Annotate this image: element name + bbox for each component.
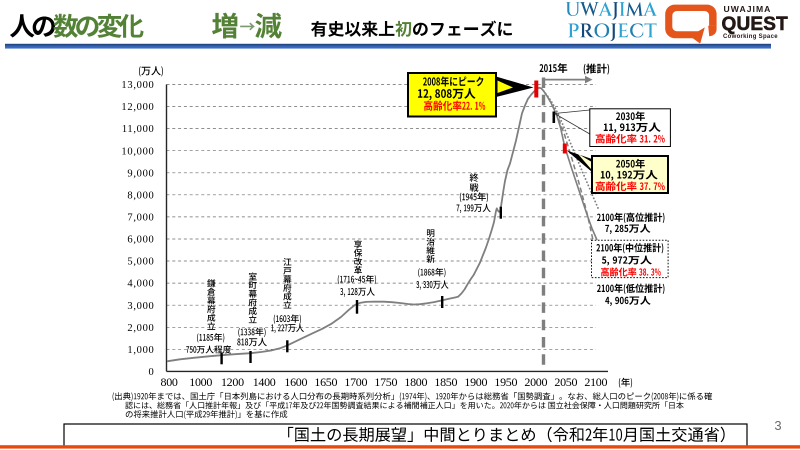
svg-text:11,000: 11,000 bbox=[122, 124, 155, 135]
svg-text:UWAJIMA: UWAJIMA bbox=[724, 4, 772, 14]
svg-text:1750: 1750 bbox=[374, 375, 397, 389]
svg-text:1,000: 1,000 bbox=[127, 345, 154, 356]
svg-text:13,000: 13,000 bbox=[121, 80, 154, 91]
svg-text:10,000: 10,000 bbox=[121, 146, 154, 157]
svg-text:2050: 2050 bbox=[554, 375, 577, 389]
svg-text:1900: 1900 bbox=[464, 375, 487, 389]
svg-text:6,000: 6,000 bbox=[127, 235, 154, 246]
svg-text:Coworking Space: Coworking Space bbox=[723, 34, 778, 40]
svg-text:1800: 1800 bbox=[404, 375, 427, 389]
svg-text:QUEST: QUEST bbox=[722, 14, 789, 35]
svg-text:1000: 1000 bbox=[189, 375, 212, 389]
svg-text:2,000: 2,000 bbox=[127, 323, 154, 334]
svg-text:2000: 2000 bbox=[524, 375, 547, 389]
svg-text:3,000: 3,000 bbox=[127, 301, 154, 312]
svg-text:1650: 1650 bbox=[314, 375, 337, 389]
svg-text:1600: 1600 bbox=[284, 375, 307, 389]
svg-text:5,000: 5,000 bbox=[127, 257, 154, 268]
svg-text:2100: 2100 bbox=[584, 375, 607, 389]
svg-text:12,000: 12,000 bbox=[121, 102, 154, 113]
svg-text:7,000: 7,000 bbox=[127, 213, 154, 224]
svg-text:9,000: 9,000 bbox=[127, 168, 154, 179]
svg-text:1850: 1850 bbox=[434, 375, 457, 389]
svg-text:3: 3 bbox=[774, 418, 781, 433]
svg-text:800: 800 bbox=[161, 375, 178, 389]
svg-text:1200: 1200 bbox=[221, 375, 244, 389]
svg-text:1400: 1400 bbox=[253, 375, 276, 389]
svg-text:8,000: 8,000 bbox=[127, 190, 154, 201]
svg-text:0: 0 bbox=[149, 367, 155, 378]
svg-text:1950: 1950 bbox=[494, 375, 517, 389]
svg-text:1700: 1700 bbox=[344, 375, 367, 389]
svg-text:4,000: 4,000 bbox=[127, 279, 154, 290]
